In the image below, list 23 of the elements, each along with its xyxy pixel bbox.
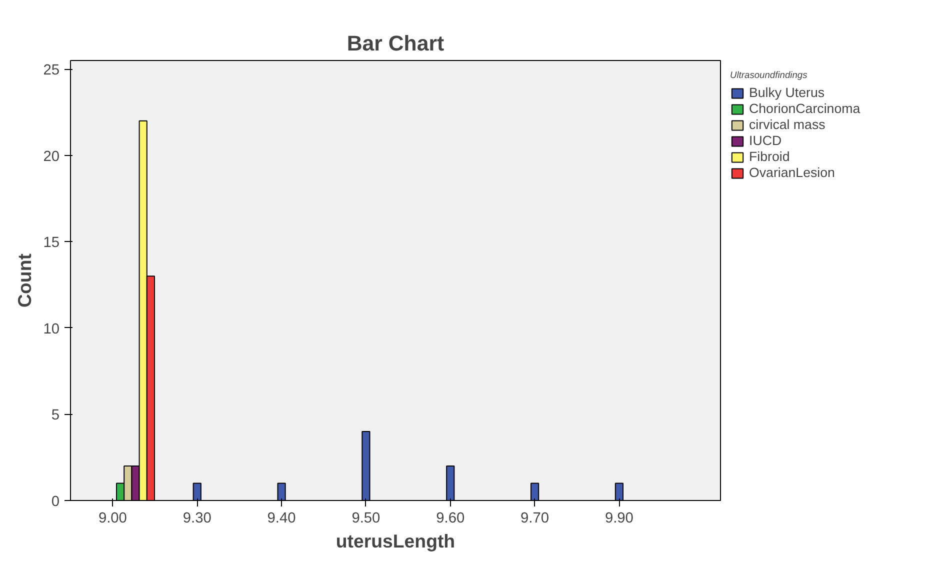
y-tick-label: 10 — [43, 321, 60, 338]
x-tick-label: 9.40 — [267, 510, 296, 526]
y-axis-title: Count — [14, 254, 36, 308]
legend-label: cirvical mass — [749, 117, 826, 132]
chart-title: Bar Chart — [346, 32, 444, 56]
legend-label: IUCD — [749, 133, 782, 148]
legend-label: Fibroid — [749, 149, 790, 164]
y-tick-label: 0 — [51, 494, 60, 510]
x-axis-title: uterusLength — [336, 530, 456, 552]
legend-title: Ultrasoundfindings — [730, 70, 808, 80]
y-tick-label: 20 — [43, 148, 60, 165]
legend-label: OvarianLesion — [749, 165, 835, 180]
x-tick-label: 9.90 — [604, 510, 634, 526]
x-tick-label: 9.00 — [98, 510, 127, 526]
y-tick-label: 15 — [43, 235, 60, 252]
x-tick-label: 9.50 — [352, 510, 380, 526]
x-tick-label: 9.30 — [182, 510, 212, 526]
legend-label: Bulky Uterus — [749, 85, 825, 100]
y-tick-label: 25 — [43, 62, 60, 79]
x-tick-label: 9.70 — [520, 510, 550, 526]
x-tick-label: 9.60 — [436, 510, 465, 526]
y-tick-label: 5 — [51, 408, 60, 424]
legend-label: ChorionCarcinoma — [749, 101, 860, 116]
